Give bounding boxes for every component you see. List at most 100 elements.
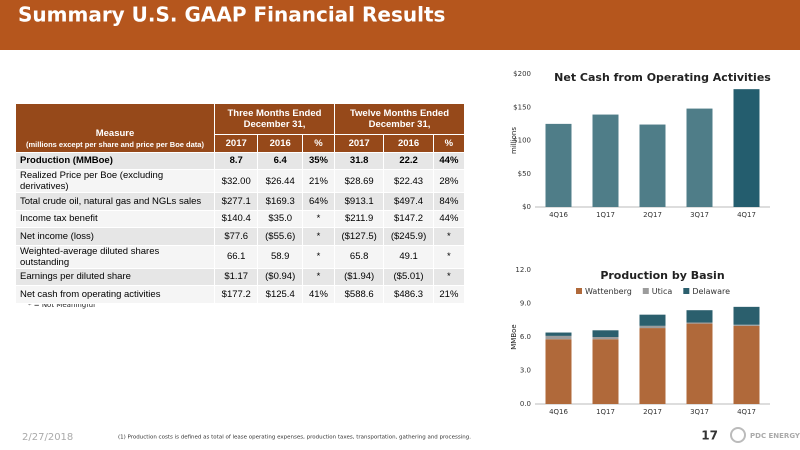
cell: $588.6 bbox=[333, 285, 385, 304]
bar-segment bbox=[733, 306, 760, 325]
row-label: Net cash from operating activities bbox=[15, 285, 215, 304]
bar-segment bbox=[733, 325, 760, 404]
cell: ($245.9) bbox=[383, 227, 434, 246]
cell: 44% bbox=[432, 209, 466, 228]
chart-title: Net Cash from Operating Activities bbox=[554, 71, 771, 84]
cell: $26.44 bbox=[257, 169, 303, 193]
x-tick-label: 2Q17 bbox=[643, 211, 662, 219]
cell: $497.4 bbox=[383, 192, 434, 211]
measure-header: Measure (millions except per share and pr… bbox=[15, 103, 215, 153]
cell: * bbox=[302, 227, 335, 246]
table-row: Income tax benefit $140.4 $35.0 * $211.9 $147… bbox=[15, 209, 466, 228]
footnote: (1) Production costs is defined as total… bbox=[118, 435, 471, 441]
cell: $913.1 bbox=[333, 192, 385, 211]
y-tick-label: 9.0 bbox=[520, 300, 531, 308]
cell: 31.8 bbox=[333, 151, 385, 170]
cell: 6.4 bbox=[257, 151, 303, 170]
cell: $35.0 bbox=[257, 209, 303, 228]
cell: 35% bbox=[302, 151, 335, 170]
sub-header: 2017 bbox=[333, 134, 385, 153]
y-tick-label: $100 bbox=[513, 137, 531, 145]
measure-note: (millions except per share and price per… bbox=[26, 139, 204, 149]
cell: * bbox=[432, 267, 466, 286]
legend-label: Wattenberg bbox=[585, 287, 632, 296]
sub-header: % bbox=[302, 134, 335, 153]
row-label: Net income (loss) bbox=[15, 227, 215, 246]
cell: $277.1 bbox=[213, 192, 259, 211]
cell: ($5.01) bbox=[383, 267, 434, 286]
sub-header: 2016 bbox=[383, 134, 434, 153]
bar-segment bbox=[639, 314, 666, 326]
cell: 28% bbox=[432, 169, 466, 193]
logo-text: PDC ENERGY bbox=[750, 432, 800, 440]
row-label: Production (MMBoe) bbox=[15, 151, 215, 170]
cell: 49.1 bbox=[383, 244, 434, 269]
row-label: Income tax benefit bbox=[15, 209, 215, 228]
cell: * bbox=[432, 227, 466, 246]
table-row: Total crude oil, natural gas and NGLs sa… bbox=[15, 192, 466, 211]
cell: $140.4 bbox=[213, 209, 259, 228]
table-row: Weighted-average diluted shares outstand… bbox=[15, 244, 466, 269]
y-axis-label: millions bbox=[510, 127, 518, 154]
table-row: Net income (loss) $77.6 ($55.6) * ($127.5) ($… bbox=[15, 227, 466, 246]
y-tick-label: 0.0 bbox=[520, 400, 531, 408]
y-tick-label: 3.0 bbox=[520, 367, 531, 375]
cell: 8.7 bbox=[213, 151, 259, 170]
cell: ($127.5) bbox=[333, 227, 385, 246]
x-tick-label: 1Q17 bbox=[596, 211, 615, 219]
x-tick-label: 1Q17 bbox=[596, 408, 615, 416]
y-tick-label: $150 bbox=[513, 103, 531, 111]
cell: ($0.94) bbox=[257, 267, 303, 286]
sub-header: 2016 bbox=[257, 134, 303, 153]
cell: * bbox=[432, 244, 466, 269]
cell: $32.00 bbox=[213, 169, 259, 193]
x-tick-label: 3Q17 bbox=[690, 408, 709, 416]
results-table: Measure (millions except per share and pr… bbox=[15, 103, 466, 304]
row-label: Earnings per diluted share bbox=[15, 267, 215, 286]
cell: $1.17 bbox=[213, 267, 259, 286]
group-header: Twelve Months Ended December 31, bbox=[333, 103, 466, 135]
cell: 66.1 bbox=[213, 244, 259, 269]
legend-label: Utica bbox=[652, 287, 673, 296]
bar-segment bbox=[545, 332, 572, 336]
row-label: Weighted-average diluted shares outstand… bbox=[15, 244, 215, 269]
table-row: Earnings per diluted share $1.17 ($0.94) *(… bbox=[15, 267, 466, 286]
bar-segment bbox=[686, 310, 713, 323]
cell: $22.43 bbox=[383, 169, 434, 193]
cell: 41% bbox=[302, 285, 335, 304]
cell: * bbox=[302, 267, 335, 286]
cell: * bbox=[302, 244, 335, 269]
legend-label: Delaware bbox=[692, 287, 730, 296]
cell: $486.3 bbox=[383, 285, 434, 304]
bar-segment bbox=[592, 337, 619, 340]
cell: 58.9 bbox=[257, 244, 303, 269]
cell: 44% bbox=[432, 151, 466, 170]
table-note: * = Not Meaningful bbox=[28, 301, 95, 309]
bar bbox=[733, 89, 760, 207]
title-bar bbox=[0, 0, 800, 50]
table-row: Net cash from operating activities $177.2… bbox=[15, 285, 466, 304]
y-tick-label: 12.0 bbox=[515, 266, 531, 274]
y-tick-label: $50 bbox=[518, 170, 531, 178]
cell: 21% bbox=[302, 169, 335, 193]
bar-segment bbox=[733, 324, 760, 326]
cell: $147.2 bbox=[383, 209, 434, 228]
bar-segment bbox=[686, 322, 713, 324]
bar-segment bbox=[545, 335, 572, 340]
y-axis-label: MMBoe bbox=[510, 324, 518, 349]
cell: $125.4 bbox=[257, 285, 303, 304]
legend-swatch bbox=[642, 288, 649, 294]
cell: $169.3 bbox=[257, 192, 303, 211]
x-tick-label: 2Q17 bbox=[643, 408, 662, 416]
cell: 22.2 bbox=[383, 151, 434, 170]
group-header: Three Months Ended December 31, bbox=[214, 103, 335, 135]
cell: 84% bbox=[432, 192, 466, 211]
date: 2/27/2018 bbox=[22, 432, 73, 443]
y-tick-label: $200 bbox=[513, 70, 531, 78]
cell: 21% bbox=[432, 285, 466, 304]
bar-segment bbox=[639, 325, 666, 329]
cell: $28.69 bbox=[333, 169, 385, 193]
cell: $77.6 bbox=[213, 227, 259, 246]
